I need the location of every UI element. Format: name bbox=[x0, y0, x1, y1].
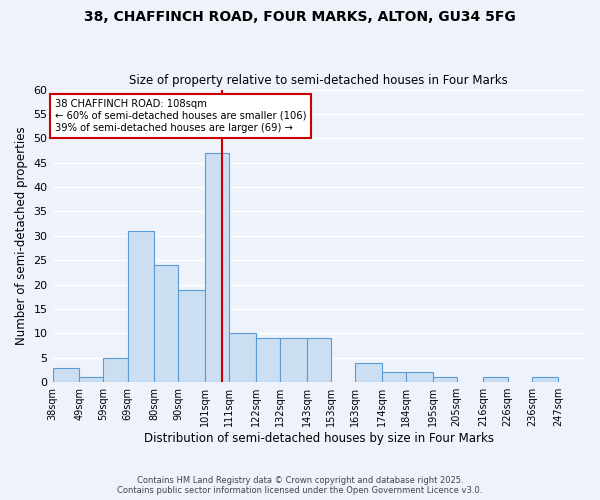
Bar bbox=[532, 378, 559, 382]
Bar bbox=[154, 265, 178, 382]
Text: 38, CHAFFINCH ROAD, FOUR MARKS, ALTON, GU34 5FG: 38, CHAFFINCH ROAD, FOUR MARKS, ALTON, G… bbox=[84, 10, 516, 24]
Bar bbox=[433, 378, 457, 382]
Bar bbox=[355, 362, 382, 382]
Bar bbox=[484, 378, 508, 382]
Bar bbox=[406, 372, 433, 382]
Bar bbox=[103, 358, 128, 382]
X-axis label: Distribution of semi-detached houses by size in Four Marks: Distribution of semi-detached houses by … bbox=[144, 432, 494, 445]
Bar bbox=[280, 338, 307, 382]
Bar bbox=[307, 338, 331, 382]
Bar bbox=[79, 378, 103, 382]
Bar bbox=[382, 372, 406, 382]
Text: 38 CHAFFINCH ROAD: 108sqm
← 60% of semi-detached houses are smaller (106)
39% of: 38 CHAFFINCH ROAD: 108sqm ← 60% of semi-… bbox=[55, 100, 307, 132]
Bar bbox=[205, 153, 229, 382]
Bar bbox=[128, 231, 154, 382]
Bar bbox=[178, 290, 205, 382]
Bar bbox=[256, 338, 280, 382]
Bar bbox=[229, 334, 256, 382]
Bar bbox=[53, 368, 79, 382]
Title: Size of property relative to semi-detached houses in Four Marks: Size of property relative to semi-detach… bbox=[130, 74, 508, 87]
Y-axis label: Number of semi-detached properties: Number of semi-detached properties bbox=[15, 126, 28, 345]
Text: Contains HM Land Registry data © Crown copyright and database right 2025.
Contai: Contains HM Land Registry data © Crown c… bbox=[118, 476, 482, 495]
